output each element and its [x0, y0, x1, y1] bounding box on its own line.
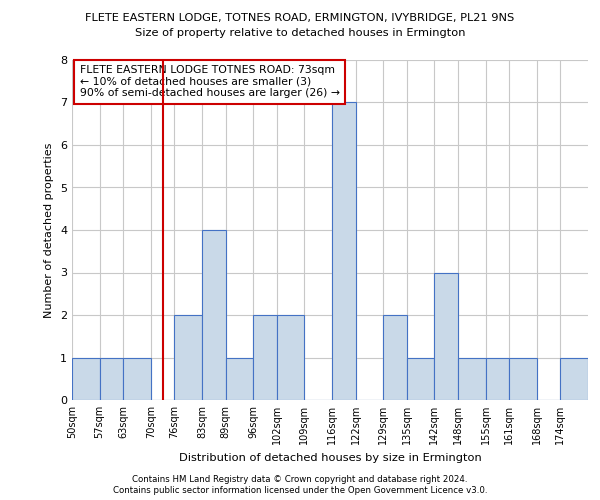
Bar — [175, 315, 202, 400]
Bar — [332, 102, 356, 400]
Text: Contains HM Land Registry data © Crown copyright and database right 2024.: Contains HM Land Registry data © Crown c… — [132, 475, 468, 484]
Text: FLETE EASTERN LODGE, TOTNES ROAD, ERMINGTON, IVYBRIDGE, PL21 9NS: FLETE EASTERN LODGE, TOTNES ROAD, ERMING… — [85, 12, 515, 22]
X-axis label: Distribution of detached houses by size in Ermington: Distribution of detached houses by size … — [179, 452, 481, 462]
Bar — [226, 358, 253, 400]
Bar — [509, 358, 537, 400]
Bar — [383, 315, 407, 400]
Bar — [485, 358, 509, 400]
Y-axis label: Number of detached properties: Number of detached properties — [44, 142, 55, 318]
Bar — [458, 358, 485, 400]
Bar — [253, 315, 277, 400]
Bar — [407, 358, 434, 400]
Bar — [202, 230, 226, 400]
Text: Contains public sector information licensed under the Open Government Licence v3: Contains public sector information licen… — [113, 486, 487, 495]
Bar — [277, 315, 304, 400]
Bar — [123, 358, 151, 400]
Bar — [560, 358, 588, 400]
Bar — [72, 358, 100, 400]
Text: Size of property relative to detached houses in Ermington: Size of property relative to detached ho… — [135, 28, 465, 38]
Bar — [100, 358, 123, 400]
Bar — [434, 272, 458, 400]
Text: FLETE EASTERN LODGE TOTNES ROAD: 73sqm
← 10% of detached houses are smaller (3)
: FLETE EASTERN LODGE TOTNES ROAD: 73sqm ←… — [80, 65, 340, 98]
